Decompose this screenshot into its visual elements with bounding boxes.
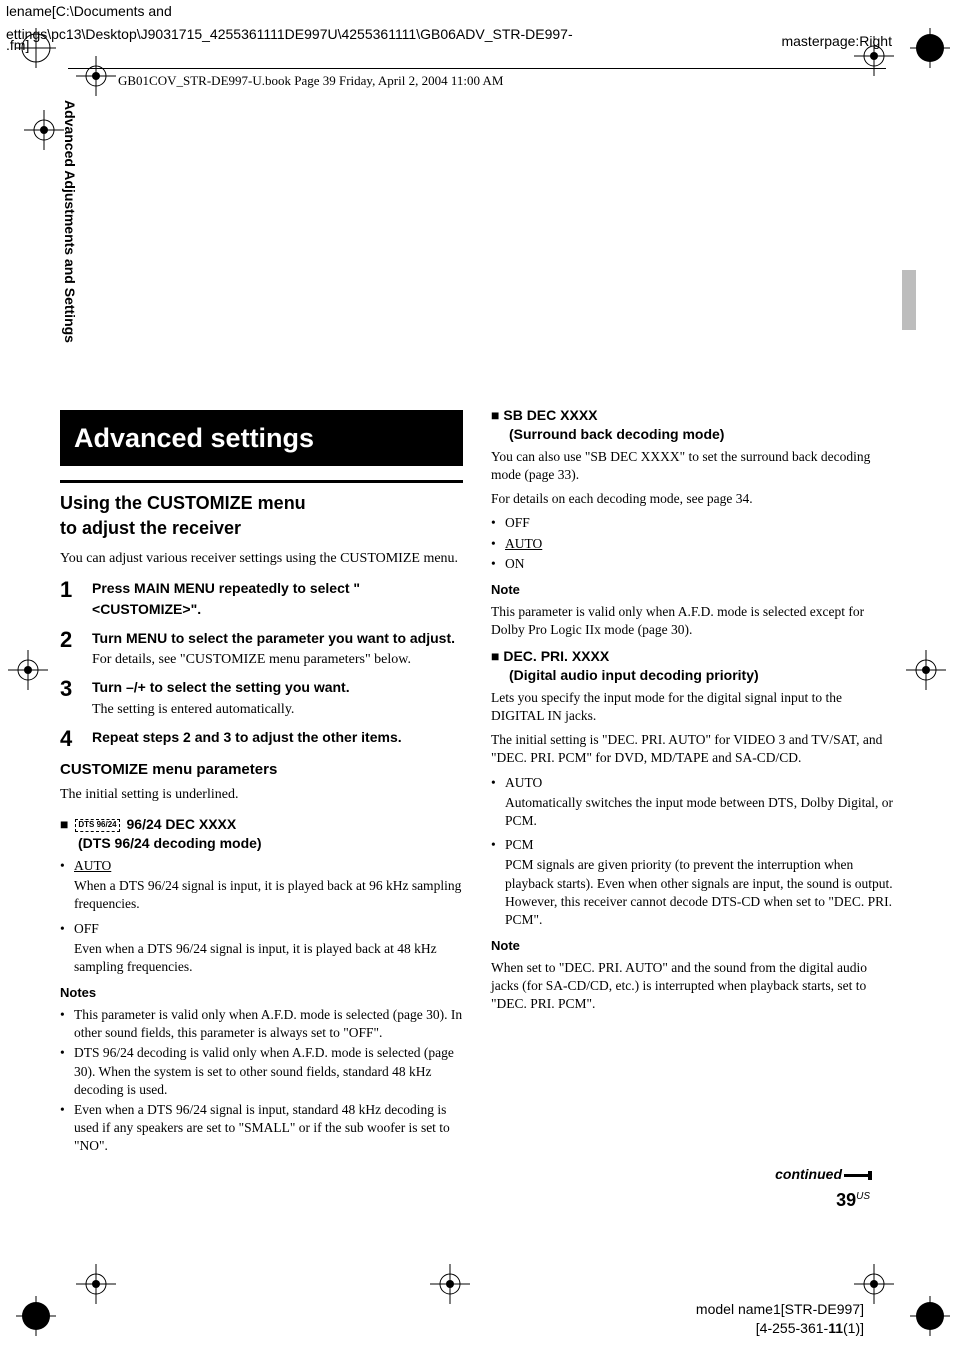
step-item: 2 Turn MENU to select the parameter you … [60, 629, 463, 671]
step-lead: Repeat steps 2 and 3 to adjust the other… [92, 728, 463, 747]
bullet-label: OFF [505, 514, 894, 532]
step-item: 3 Turn –/+ to select the setting you wan… [60, 678, 463, 720]
note-item: •DTS 96/24 decoding is valid only when A… [60, 1044, 463, 1099]
notes-list: •This parameter is valid only when A.F.D… [60, 1006, 463, 1156]
model-info: model name1[STR-DE997] [4-255-361-11(1)] [696, 1300, 864, 1338]
bullet-item: • OFF [60, 920, 463, 938]
bullet-label: AUTO [74, 858, 111, 873]
crop-mark [24, 110, 64, 150]
param-title-row: ■ DTS 96/24 96/24 DEC XXXX [60, 815, 463, 834]
step-number: 3 [60, 678, 82, 720]
bullet-body: When a DTS 96/24 signal is input, it is … [74, 877, 463, 913]
notes-heading: Notes [60, 984, 463, 1002]
book-info-line: GB01COV_STR-DE997-U.book Page 39 Friday,… [118, 72, 503, 90]
bullet-label: AUTO [505, 536, 542, 551]
right-column: ■ SB DEC XXXX (Surround back decoding mo… [491, 350, 894, 1164]
param-body: You can also use "SB DEC XXXX" to set th… [491, 448, 894, 484]
customize-params-heading: CUSTOMIZE menu parameters [60, 760, 463, 780]
bullet-item: •AUTO [491, 535, 894, 553]
heading-rule [60, 480, 463, 483]
crop-mark [906, 650, 946, 690]
param-subtitle: (DTS 96/24 decoding mode) [78, 834, 463, 853]
bullet-item: •ON [491, 555, 894, 573]
step-lead: Press MAIN MENU repeatedly to select "<C… [92, 580, 360, 617]
note-text: DTS 96/24 decoding is valid only when A.… [74, 1044, 463, 1099]
book-rule [68, 68, 886, 69]
note-text: This parameter is valid only when A.F.D.… [74, 1006, 463, 1042]
bullet-item: •AUTO [491, 774, 894, 792]
note-text: Even when a DTS 96/24 signal is input, s… [74, 1101, 463, 1156]
note-item: •This parameter is valid only when A.F.D… [60, 1006, 463, 1042]
step-item: 1 Press MAIN MENU repeatedly to select "… [60, 579, 463, 621]
param-body: Lets you specify the input mode for the … [491, 689, 894, 725]
step-number: 1 [60, 579, 82, 621]
param-body: The initial setting is "DEC. PRI. AUTO" … [491, 731, 894, 767]
step-number: 2 [60, 629, 82, 671]
crop-mark [430, 1264, 470, 1304]
bullet-body: Automatically switches the input mode be… [505, 794, 894, 830]
initial-setting-note: The initial setting is underlined. [60, 786, 463, 805]
continued-label: continued [775, 1165, 870, 1184]
subsection-heading: Using the CUSTOMIZE menu to adjust the r… [60, 491, 463, 540]
param-bullets: •OFF •AUTO •ON [491, 514, 894, 573]
note-heading: Note [491, 937, 894, 955]
bullet-item: • AUTO [60, 857, 463, 875]
bullet-item: •OFF [491, 514, 894, 532]
param-title: 96/24 DEC XXXX [127, 816, 237, 832]
bullet-body: PCM signals are given priority (to preve… [505, 856, 894, 929]
dts-badge-icon: DTS 96/24 [75, 819, 119, 832]
steps-list: 1 Press MAIN MENU repeatedly to select "… [60, 579, 463, 750]
param-title: SB DEC XXXX [503, 407, 597, 423]
step-lead: Turn MENU to select the parameter you wa… [92, 629, 463, 648]
prepress-header: lename[C:\Documents and ettings\pc13\Des… [0, 0, 954, 95]
filename-line: .fm] [0, 34, 35, 57]
param-bullets: •AUTO Automatically switches the input m… [491, 774, 894, 930]
bullet-label: ON [505, 555, 894, 573]
bullet-body: Even when a DTS 96/24 signal is input, i… [74, 940, 463, 976]
param-bullets: • AUTO When a DTS 96/24 signal is input,… [60, 857, 463, 976]
masterpage-label: masterpage:Right [781, 32, 892, 51]
note-text: When set to "DEC. PRI. AUTO" and the sou… [491, 959, 894, 1014]
intro-paragraph: You can adjust various receiver settings… [60, 550, 463, 569]
step-item: 4 Repeat steps 2 and 3 to adjust the oth… [60, 728, 463, 750]
crop-mark [76, 1264, 116, 1304]
section-title-bar: Advanced settings [60, 410, 463, 466]
step-sub: For details, see "CUSTOMIZE menu paramet… [92, 651, 463, 670]
filename-line: lename[C:\Documents and [0, 0, 954, 23]
page-number: 39US [836, 1188, 870, 1212]
bullet-label: OFF [74, 921, 99, 936]
step-number: 4 [60, 728, 82, 750]
side-tab-label: Advanced Adjustments and Settings [60, 100, 79, 343]
param-title-row: ■ DEC. PRI. XXXX [491, 647, 894, 666]
step-sub: The setting is entered automatically. [92, 701, 463, 720]
param-subtitle: (Digital audio input decoding priority) [509, 666, 894, 685]
continued-arrow-icon [844, 1174, 870, 1177]
note-item: •Even when a DTS 96/24 signal is input, … [60, 1101, 463, 1156]
step-lead: Turn –/+ to select the setting you want. [92, 678, 463, 697]
section-title: Advanced settings [74, 420, 449, 456]
param-title: DEC. PRI. XXXX [503, 648, 609, 664]
side-tab: Advanced Adjustments and Settings [60, 100, 894, 350]
crop-mark [910, 1296, 950, 1336]
param-title-row: ■ SB DEC XXXX [491, 406, 894, 425]
left-column: Advanced settings Using the CUSTOMIZE me… [60, 350, 463, 1164]
bullet-label: PCM [505, 836, 894, 854]
subsection-heading-line: Using the CUSTOMIZE menu [60, 493, 306, 513]
model-line: [4-255-361-11(1)] [696, 1319, 864, 1338]
page-content: Advanced Adjustments and Settings Advanc… [60, 100, 894, 1250]
note-text: This parameter is valid only when A.F.D.… [491, 603, 894, 639]
model-line: model name1[STR-DE997] [696, 1300, 864, 1319]
crop-mark [16, 1296, 56, 1336]
bullet-label: AUTO [505, 774, 894, 792]
note-heading: Note [491, 581, 894, 599]
crop-mark [8, 650, 48, 690]
bullet-item: •PCM [491, 836, 894, 854]
param-subtitle: (Surround back decoding mode) [509, 425, 894, 444]
side-tab-gray-marker [902, 270, 916, 330]
subsection-heading-line: to adjust the receiver [60, 518, 241, 538]
crop-mark [854, 1264, 894, 1304]
param-body: For details on each decoding mode, see p… [491, 490, 894, 508]
